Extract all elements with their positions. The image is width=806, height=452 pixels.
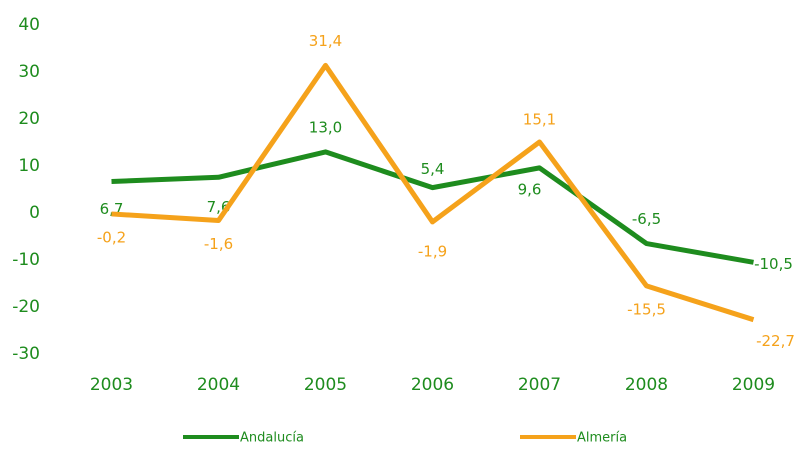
- x-tick-label: 2007: [518, 375, 561, 395]
- x-tick-label: 2009: [732, 375, 775, 395]
- y-tick-label: -30: [12, 344, 40, 364]
- data-label: -1,6: [204, 235, 233, 253]
- data-label: -1,9: [418, 242, 447, 260]
- y-tick-label: 30: [18, 62, 40, 82]
- legend-label: Andalucía: [240, 431, 304, 446]
- data-label: 9,6: [518, 180, 542, 198]
- x-tick-label: 2004: [197, 375, 240, 395]
- data-line: [111, 62, 755, 323]
- data-label: 13,0: [309, 118, 342, 136]
- data-label: -15,5: [627, 300, 666, 318]
- data-label: -10,5: [754, 255, 793, 273]
- data-label: 31,4: [309, 32, 342, 50]
- data-label: -6,5: [632, 210, 661, 228]
- data-label: -0,2: [97, 228, 126, 246]
- x-tick-label: 2005: [304, 375, 347, 395]
- y-tick-label: 20: [18, 109, 40, 129]
- y-tick-label: -10: [12, 250, 40, 270]
- y-tick-label: 0: [29, 203, 40, 223]
- x-tick-label: 2006: [411, 375, 454, 395]
- x-tick-label: 2003: [90, 375, 133, 395]
- y-tick-label: 10: [18, 156, 40, 176]
- data-label: 15,1: [523, 111, 556, 129]
- x-tick-label: 2008: [625, 375, 668, 395]
- y-tick-label: -20: [12, 297, 40, 317]
- data-line: [111, 149, 754, 265]
- data-label: 5,4: [421, 160, 445, 178]
- y-tick-label: 40: [18, 15, 40, 35]
- data-label: -22,7: [756, 332, 795, 350]
- legend-label: Almería: [577, 431, 627, 446]
